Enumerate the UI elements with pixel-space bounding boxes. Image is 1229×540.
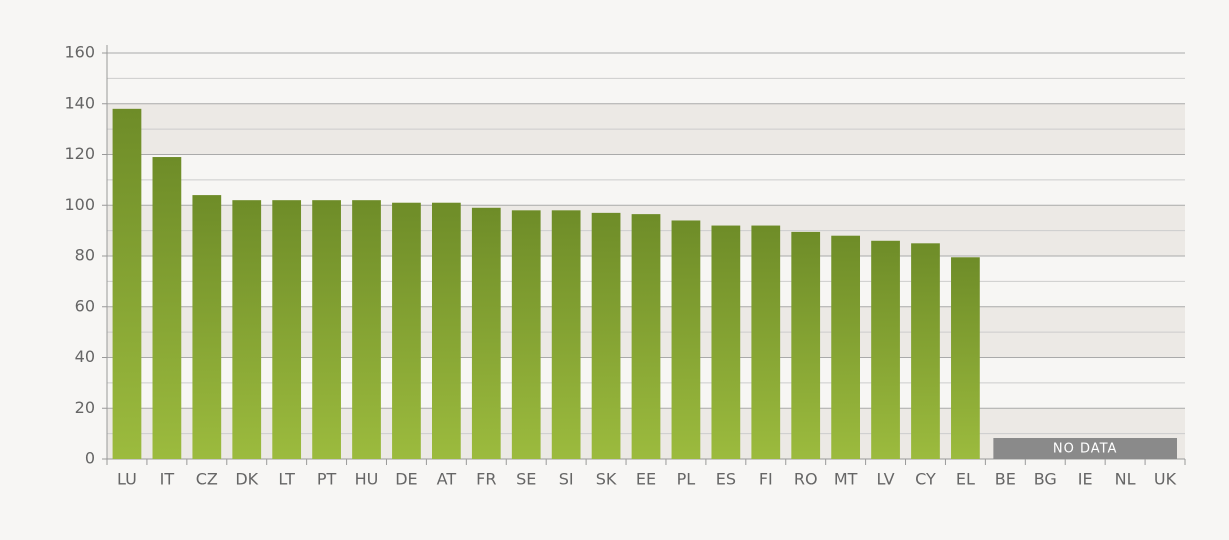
bar bbox=[871, 240, 900, 459]
bar bbox=[392, 202, 421, 459]
x-tick-label: IT bbox=[160, 470, 175, 489]
x-tick-label: UK bbox=[1154, 470, 1177, 489]
bar bbox=[431, 202, 461, 459]
x-tick-label: BG bbox=[1034, 470, 1057, 489]
y-tick-label: 80 bbox=[75, 246, 95, 265]
x-tick-label: AT bbox=[437, 470, 457, 489]
bar bbox=[192, 195, 222, 459]
bar bbox=[471, 207, 501, 459]
bar bbox=[751, 225, 781, 459]
bar bbox=[951, 257, 980, 459]
y-tick-label: 20 bbox=[75, 398, 95, 417]
x-tick-label: LV bbox=[877, 470, 895, 489]
x-tick-label: BE bbox=[995, 470, 1016, 489]
x-tick-label: SE bbox=[516, 470, 536, 489]
x-tick-label: LU bbox=[117, 470, 137, 489]
x-tick-label: LT bbox=[278, 470, 295, 489]
y-tick-label: 120 bbox=[64, 144, 95, 163]
bar bbox=[631, 214, 661, 459]
bar bbox=[551, 210, 581, 459]
x-tick-label: CY bbox=[915, 470, 936, 489]
y-tick-label: 100 bbox=[64, 195, 95, 214]
x-tick-label: HU bbox=[355, 470, 379, 489]
x-tick-label: RO bbox=[794, 470, 818, 489]
x-tick-label: FR bbox=[476, 470, 496, 489]
bar bbox=[591, 212, 621, 459]
bar bbox=[511, 210, 541, 459]
y-tick-label: 0 bbox=[85, 449, 95, 468]
x-tick-label: ES bbox=[716, 470, 736, 489]
y-tick-label: 60 bbox=[75, 296, 95, 315]
bar bbox=[831, 235, 861, 459]
x-tick-label: FI bbox=[759, 470, 773, 489]
x-tick-label: MT bbox=[834, 470, 858, 489]
bar bbox=[232, 200, 262, 460]
bar bbox=[272, 200, 302, 460]
x-tick-label: EL bbox=[956, 470, 975, 489]
bar bbox=[112, 108, 142, 459]
bar bbox=[312, 200, 341, 460]
no-data-box bbox=[993, 438, 1177, 459]
x-tick-label: EE bbox=[636, 470, 656, 489]
x-tick-label: DE bbox=[395, 470, 417, 489]
y-tick-label: 40 bbox=[75, 347, 95, 366]
x-tick-label: CZ bbox=[196, 470, 218, 489]
x-tick-label: SK bbox=[596, 470, 617, 489]
bar bbox=[671, 220, 701, 459]
x-tick-label: IE bbox=[1078, 470, 1093, 489]
y-tick-label: 140 bbox=[64, 93, 95, 112]
x-tick-label: DK bbox=[235, 470, 258, 489]
x-tick-label: PL bbox=[677, 470, 696, 489]
bar bbox=[791, 231, 821, 459]
bar bbox=[911, 243, 940, 459]
bar bbox=[711, 225, 741, 459]
x-tick-label: SI bbox=[559, 470, 574, 489]
x-tick-label: NL bbox=[1115, 470, 1136, 489]
bar bbox=[352, 200, 381, 460]
x-tick-label: PT bbox=[317, 470, 337, 489]
bar bbox=[152, 157, 182, 459]
y-tick-label: 160 bbox=[64, 43, 95, 62]
no-data-label: NO DATA bbox=[1053, 442, 1118, 457]
